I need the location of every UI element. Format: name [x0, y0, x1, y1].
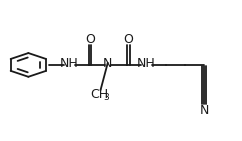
Text: 3: 3: [103, 93, 109, 102]
Text: NH: NH: [137, 57, 156, 70]
Text: O: O: [123, 33, 133, 46]
Text: CH: CH: [90, 88, 108, 101]
Text: NH: NH: [60, 57, 79, 70]
Text: N: N: [103, 57, 113, 70]
Text: O: O: [85, 33, 95, 46]
Text: N: N: [199, 104, 209, 117]
